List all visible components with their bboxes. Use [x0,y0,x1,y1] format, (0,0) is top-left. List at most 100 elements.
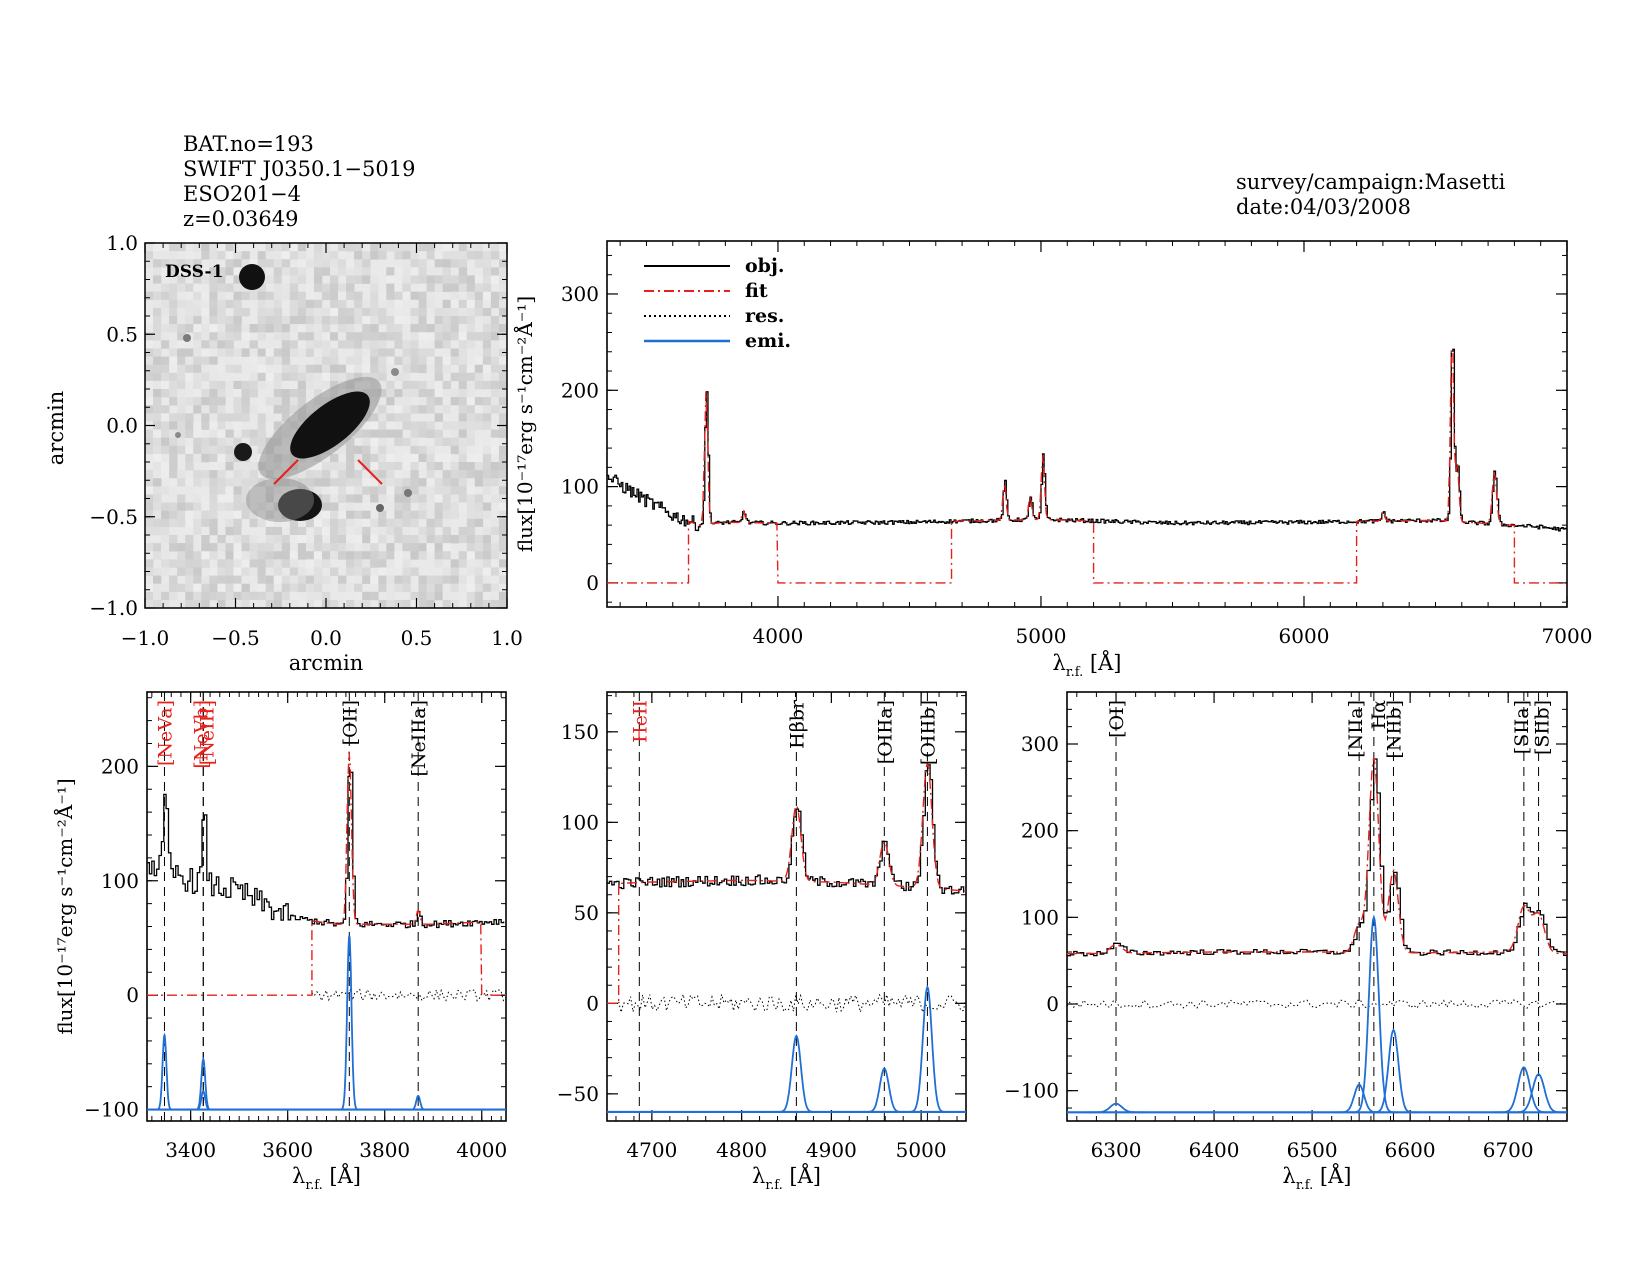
sky-pixel [321,478,331,487]
sky-pixel [410,332,419,341]
sky-pixel [145,445,154,455]
sky-pixel [362,478,371,487]
sky-pixel [450,551,460,560]
sky-pixel [434,478,443,487]
sky-pixel [394,567,403,576]
sky-pixel [354,567,363,576]
sky-pixel [169,299,178,309]
sky-pixel [402,324,411,333]
x-tick-label: 4800 [716,1138,767,1162]
line-marker-label: [NeIII] [196,700,218,765]
sky-pixel [217,405,226,414]
sky-pixel [354,551,363,560]
sky-pixel [177,380,186,390]
sky-pixel [362,307,371,317]
sky-pixel [161,332,170,341]
sky-pixel [386,543,395,552]
observed-spectrum [607,764,965,895]
sky-pixel [490,583,500,593]
sky-pixel [354,275,363,284]
sky-pixel [418,340,427,349]
y-tick-label: 100 [1021,905,1059,929]
sky-pixel [289,243,299,252]
sky-pixel [450,599,460,609]
sky-pixel [338,510,347,520]
sky-pixel [362,559,371,568]
sky-pixel [498,543,508,552]
sky-pixel [402,267,411,276]
sky-pixel [289,291,299,301]
sky-pixel [458,397,468,406]
x-tick-label: 5000 [1016,624,1067,648]
sky-pixel [257,243,266,252]
sky-pixel [313,535,323,544]
sky-pixel [265,583,275,593]
sky-pixel [410,462,419,471]
sky-pixel [474,405,484,414]
sky-pixel [265,372,275,382]
sky-pixel [442,283,451,292]
sky-pixel [466,462,476,471]
sky-pixel [402,543,411,552]
sky-pixel [297,291,307,301]
sky-pixel [153,324,162,333]
sky-pixel [153,526,162,536]
sky-pixel [362,567,371,576]
sky-pixel [386,453,395,463]
sky-pixel [426,421,435,430]
sky-pixel [378,535,387,544]
sky-pixel [289,599,299,609]
sky-pixel [193,535,202,544]
sky-pixel [442,599,451,609]
sky-pixel [410,453,419,463]
sky-pixel [265,413,275,422]
sky-pixel [153,243,162,252]
sky-pixel [490,364,500,374]
sky-pixel [418,324,427,333]
sky-pixel [177,413,186,422]
sky-pixel [177,510,186,520]
sky-pixel [338,486,347,495]
sky-pixel [330,307,339,317]
sky-pixel [474,380,484,390]
sky-pixel [482,267,492,276]
sky-pixel [346,372,355,382]
sky-pixel [233,567,242,576]
sky-pixel [265,551,275,560]
survey-campaign: survey/campaign:Masetti [1236,170,1506,194]
sky-pixel [362,551,371,560]
sky-pixel [434,559,443,568]
sky-pixel [386,510,395,520]
sky-pixel [217,599,226,609]
sky-pixel [498,583,508,593]
legend-label: emi. [745,330,791,352]
sky-pixel [145,526,154,536]
sky-pixel [321,340,331,349]
sky-pixel [145,437,154,447]
sky-pixel [386,591,395,601]
x-tick-label: 5000 [896,1138,947,1162]
sky-pixel [490,526,500,536]
sky-pixel [490,591,500,601]
sky-pixel [201,470,210,479]
sky-pixel [257,413,266,422]
sky-pixel [482,543,492,552]
sky-pixel [418,526,427,536]
sky-pixel [346,275,355,284]
sky-pixel [466,275,476,284]
sky-pixel [281,267,291,276]
sky-pixel [354,486,363,495]
sky-pixel [201,397,210,406]
sky-pixel [193,316,202,325]
sky-pixel [201,348,210,357]
sky-pixel [378,405,387,414]
sky-pixel [209,307,218,317]
sky-pixel [321,518,331,528]
sky-pixel [370,275,379,284]
sky-pixel [458,551,468,560]
sky-pixel [241,348,250,357]
sky-pixel [145,307,154,317]
y-tick-label: 0.5 [106,322,138,346]
sky-pixel [466,453,476,463]
